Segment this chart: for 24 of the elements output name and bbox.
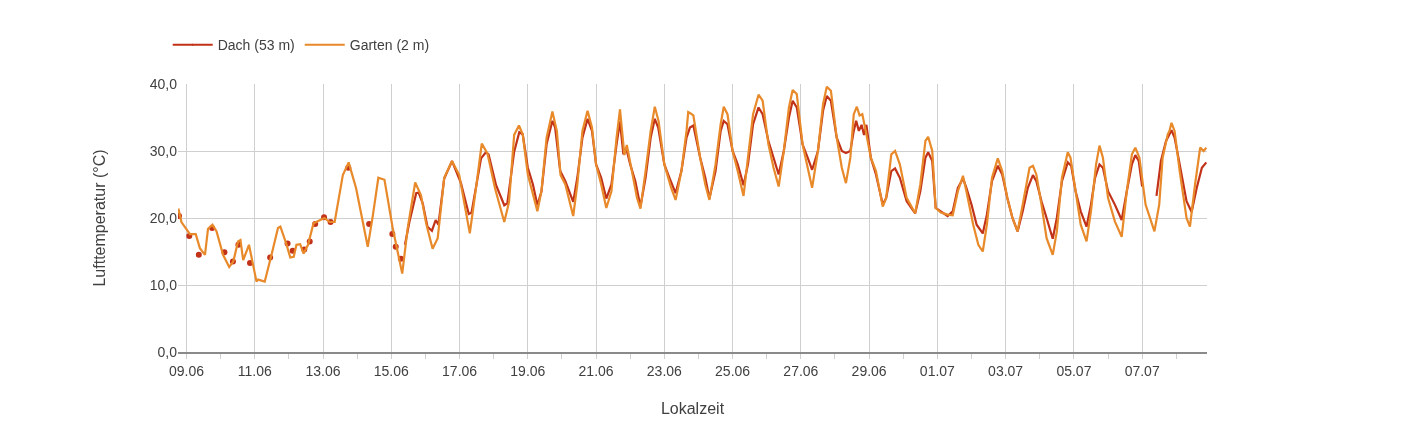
x-tick-label: 11.06 [237,362,272,379]
x-tick-label: 25.06 [715,362,751,379]
y-tick-label: 30,0 [149,142,178,159]
x-tick-label: 21.06 [578,362,614,379]
y-tick-label: 0,0 [157,343,178,360]
x-tick-label: 27.06 [783,362,819,379]
x-tick-label: 09.06 [169,362,205,379]
x-tick-label: 13.06 [305,362,341,379]
x-tick-label: 29.06 [851,362,887,379]
y-tick-label: 20,0 [149,209,178,226]
x-axis-title: Lokalzeit [660,400,725,417]
y-tick-label: 10,0 [149,276,178,293]
x-tick-label: 05.07 [1056,362,1092,379]
x-tick-label: 17.06 [442,362,478,379]
x-tick-label: 15.06 [373,362,410,379]
y-axis-title: Lufttemperatur (°C) [90,149,108,287]
y-tick-label: 40,0 [149,75,178,92]
legend-label: Garten (2 m) [349,37,430,54]
x-tick-label: 01.07 [919,362,956,379]
x-tick-label: 07.07 [1124,362,1160,379]
legend-label: Dach (53 m) [217,37,295,54]
x-tick-label: 03.07 [988,362,1024,379]
x-tick-label: 23.06 [646,362,683,379]
x-tick-label: 19.06 [510,362,546,379]
